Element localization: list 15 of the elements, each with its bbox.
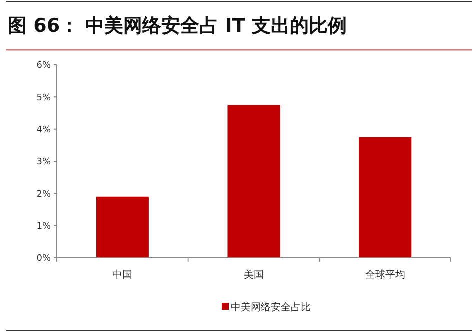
chart-title: 图 66： 中美网络安全占 IT 支出的比例 — [8, 15, 347, 37]
y-tick-label: 3% — [36, 158, 52, 168]
y-tick-label: 0% — [36, 254, 52, 264]
x-tick-label: 全球平均 — [365, 269, 406, 281]
x-tick-label: 美国 — [244, 269, 264, 281]
y-tick-label: 2% — [36, 190, 52, 200]
bar — [359, 137, 412, 258]
bar — [96, 196, 149, 258]
x-tick-label: 中国 — [112, 269, 133, 281]
legend-label: 中美网络安全占比 — [231, 302, 311, 314]
y-tick-label: 1% — [36, 222, 52, 232]
y-tick-label: 4% — [36, 125, 52, 136]
bar — [228, 105, 280, 258]
y-tick-label: 6% — [36, 61, 52, 72]
y-tick-label: 5% — [36, 93, 52, 104]
